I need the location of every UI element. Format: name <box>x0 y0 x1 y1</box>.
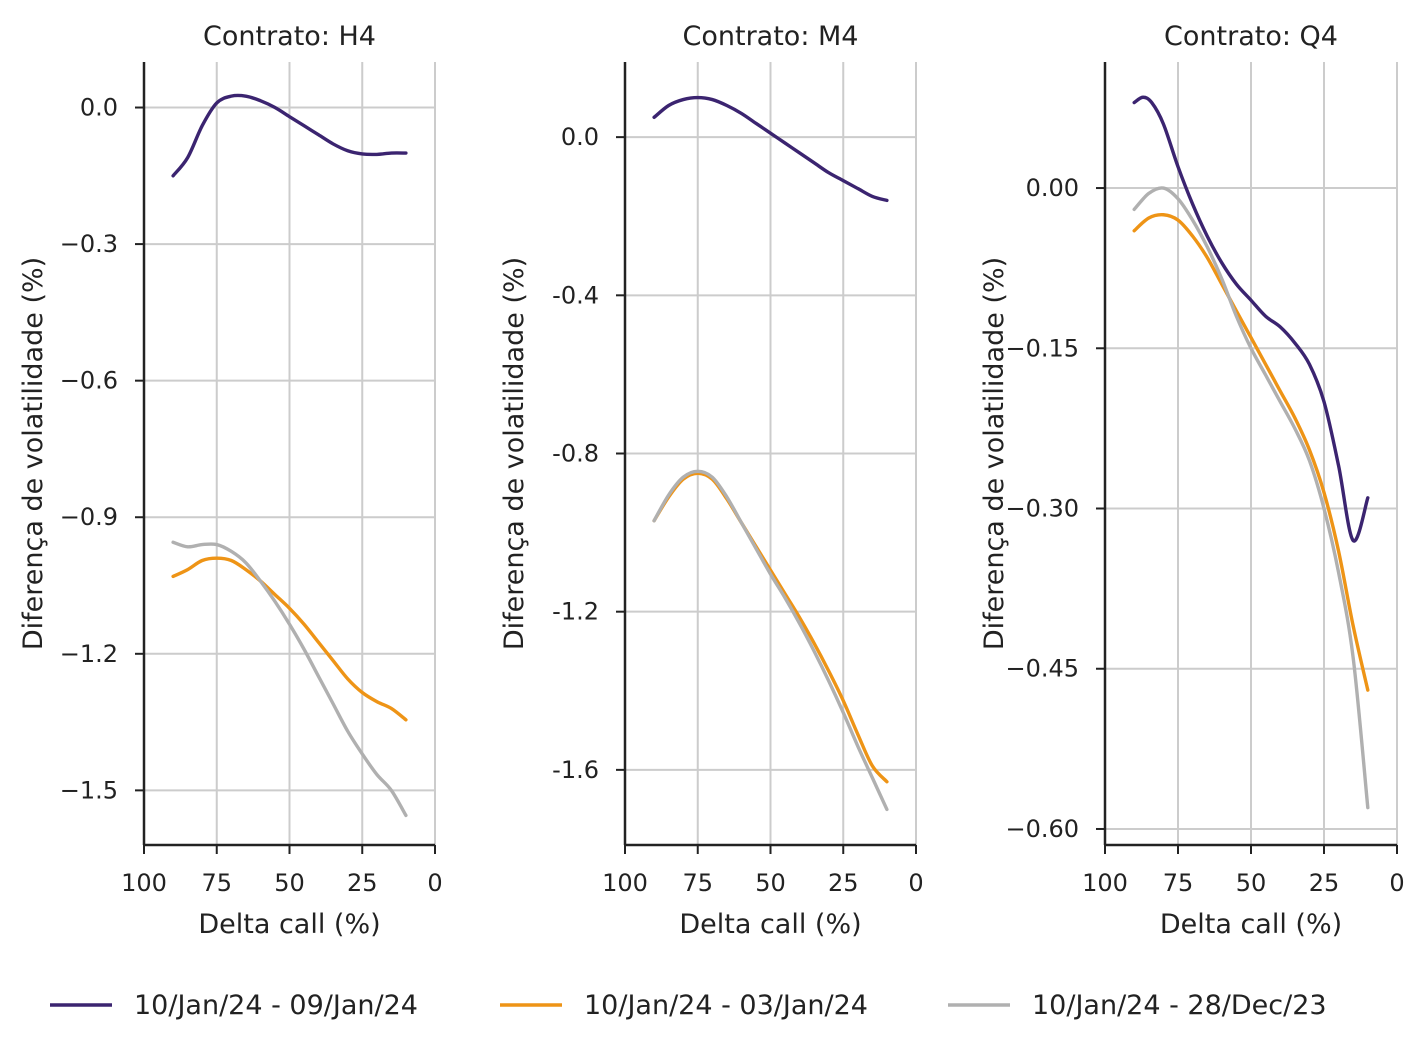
y-axis-title: Diferença de volatilidade (%) <box>499 257 530 650</box>
x-tick-label: 25 <box>347 869 378 897</box>
y-axis-title: Diferença de volatilidade (%) <box>979 257 1010 650</box>
y-tick-label: −0.60 <box>1005 815 1079 843</box>
legend-item: 10/Jan/24 - 28/Dec/23 <box>948 990 1327 1021</box>
legend-item: 10/Jan/24 - 03/Jan/24 <box>500 990 868 1021</box>
y-tick-label: -0.8 <box>552 440 599 468</box>
series-line-3 <box>171 540 408 818</box>
y-tick-label: −0.9 <box>60 503 118 531</box>
x-tick-label: 50 <box>755 869 786 897</box>
chart-panel-1: 100 75 50 25 0 0.0 −0.3 −0.6 −0.9 −1.2 −1.5 Contrat… <box>18 21 443 940</box>
x-tick-label: 50 <box>1236 869 1267 897</box>
panel-title: Contrato: M4 <box>683 21 859 52</box>
y-tick-label: −1.5 <box>60 776 118 804</box>
chart-panels: 100 75 50 25 0 0.0 −0.3 −0.6 −0.9 −1.2 −1.5 Contrat… <box>18 21 1405 940</box>
legend-label: 10/Jan/24 - 03/Jan/24 <box>584 990 868 1021</box>
x-axis-title: Delta call (%) <box>198 909 380 940</box>
y-tick-label: −0.45 <box>1005 655 1079 683</box>
series-line-1 <box>171 93 408 178</box>
y-tick-label: 0.00 <box>1026 174 1079 202</box>
series-line-2 <box>1132 212 1370 692</box>
series-line-3 <box>652 469 889 812</box>
x-axis-title: Delta call (%) <box>1160 909 1342 940</box>
panel-title: Contrato: Q4 <box>1164 21 1338 52</box>
legend-label: 10/Jan/24 - 09/Jan/24 <box>134 990 418 1021</box>
x-tick-label: 0 <box>908 869 923 897</box>
y-tick-label: -1.6 <box>552 756 599 784</box>
chart-panel-3: 100 75 50 25 0 0.00 −0.15 −0.30 −0.45 −0.60 Contra… <box>979 21 1405 940</box>
y-tick-label: 0.0 <box>561 123 599 151</box>
series-line-2 <box>171 556 408 722</box>
y-tick-label: 0.0 <box>80 94 118 122</box>
x-tick-label: 50 <box>274 869 305 897</box>
x-axis-title: Delta call (%) <box>679 909 861 940</box>
x-tick-label: 75 <box>201 869 232 897</box>
legend-item: 10/Jan/24 - 09/Jan/24 <box>50 990 418 1021</box>
y-tick-label: −0.3 <box>60 230 118 258</box>
legend: 10/Jan/24 - 09/Jan/24 10/Jan/24 - 03/Jan/… <box>50 990 1327 1021</box>
chart-panel-2: 100 75 50 25 0 0.0 -0.4 -0.8 -1.2 -1.6 Contrato: M… <box>499 21 924 940</box>
x-tick-label: 75 <box>1163 869 1194 897</box>
y-tick-label: −1.2 <box>60 640 118 668</box>
x-tick-label: 75 <box>682 869 713 897</box>
y-tick-label: -1.2 <box>552 598 599 626</box>
y-tick-label: −0.6 <box>60 367 118 395</box>
y-tick-label: -0.4 <box>552 281 599 309</box>
x-tick-label: 0 <box>427 869 442 897</box>
y-axis-title: Diferença de volatilidade (%) <box>18 257 49 650</box>
x-tick-label: 100 <box>602 869 648 897</box>
x-tick-label: 25 <box>1309 869 1340 897</box>
series-line-1 <box>1132 95 1370 543</box>
series-line-1 <box>652 95 889 203</box>
legend-label: 10/Jan/24 - 28/Dec/23 <box>1032 990 1327 1021</box>
x-tick-label: 0 <box>1389 869 1404 897</box>
x-tick-label: 25 <box>828 869 859 897</box>
y-tick-label: −0.30 <box>1005 495 1079 523</box>
series-line-3 <box>1132 186 1370 810</box>
x-tick-label: 100 <box>1082 869 1128 897</box>
x-tick-label: 100 <box>121 869 167 897</box>
y-tick-label: −0.15 <box>1005 334 1079 362</box>
series-line-2 <box>652 471 889 784</box>
panel-title: Contrato: H4 <box>203 21 376 52</box>
